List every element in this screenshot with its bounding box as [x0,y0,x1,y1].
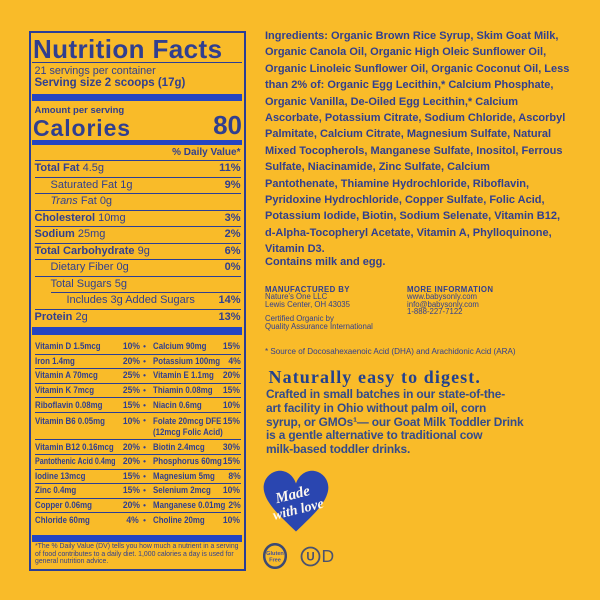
svg-text:D: D [322,546,335,566]
svg-text:U: U [306,552,314,564]
svg-text:Gluten: Gluten [266,551,284,557]
svg-text:Free: Free [269,558,281,564]
